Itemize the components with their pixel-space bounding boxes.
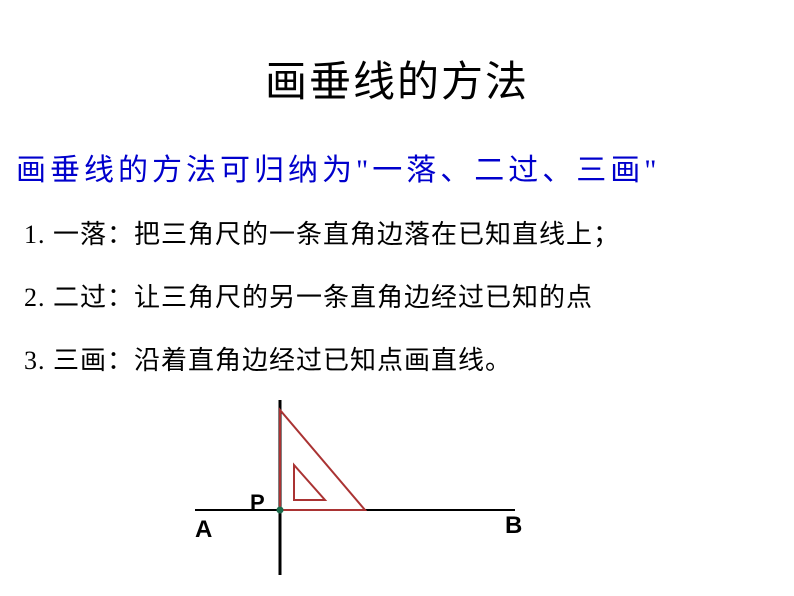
label-B: B — [505, 512, 522, 540]
triangle-ruler-outer — [280, 410, 365, 510]
step-2: 2. 二过：让三角尺的另一条直角边经过已知的点 — [0, 254, 794, 317]
diagram-svg — [185, 400, 585, 580]
step-3: 3. 三画：沿着直角边经过已知点画直线。 — [0, 317, 794, 380]
method-summary: 画垂线的方法可归纳为"一落、二过、三画" — [0, 109, 794, 189]
page-title: 画垂线的方法 — [0, 0, 794, 109]
label-A: A — [195, 516, 212, 544]
triangle-ruler-inner — [294, 465, 325, 500]
label-P: P — [250, 490, 265, 516]
step-1: 1. 一落：把三角尺的一条直角边落在已知直线上； — [0, 189, 794, 254]
point-P — [277, 507, 284, 514]
geometry-diagram: P A B — [185, 400, 585, 580]
